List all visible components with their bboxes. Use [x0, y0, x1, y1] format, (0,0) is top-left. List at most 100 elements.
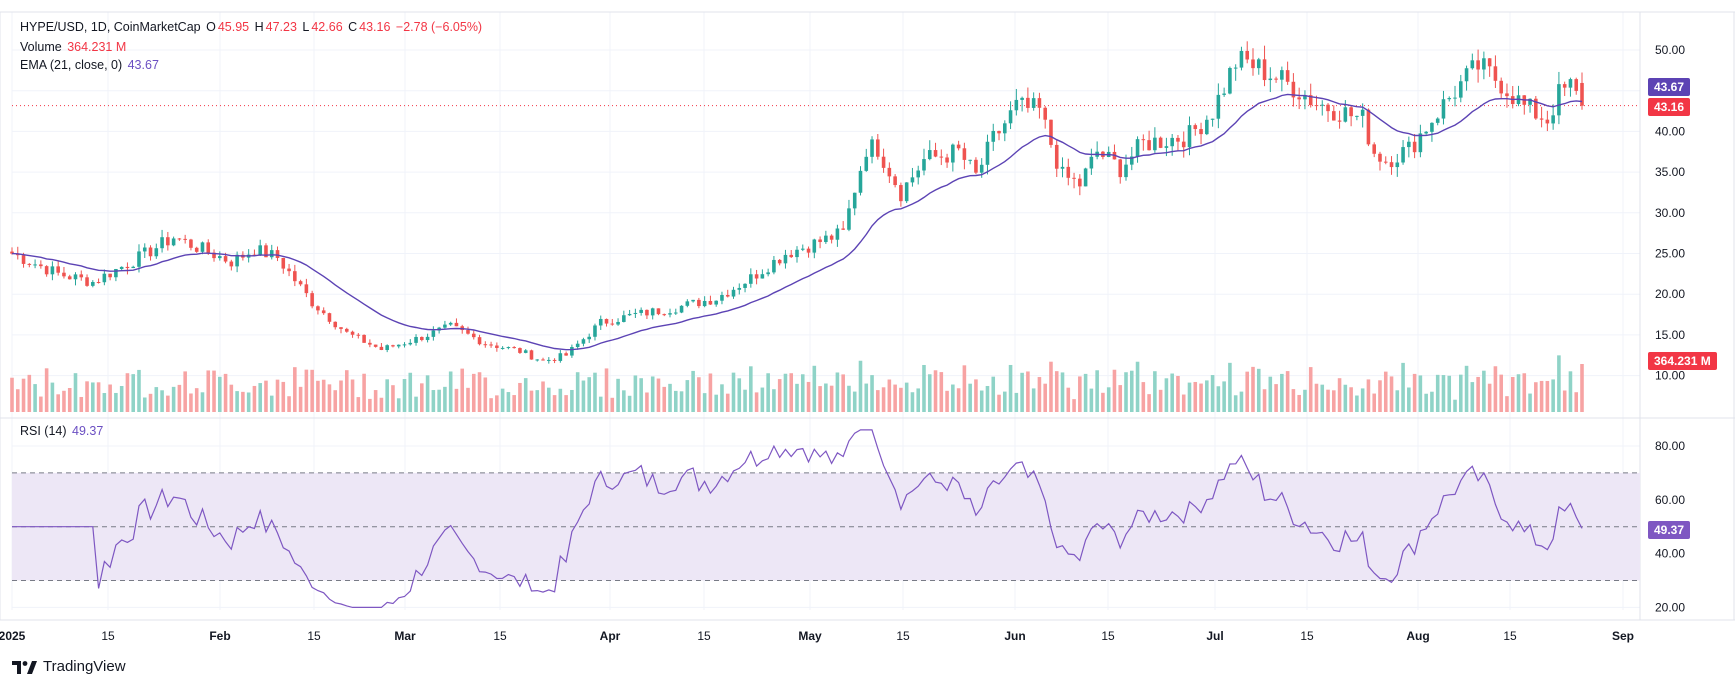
candle-body: [1037, 98, 1042, 108]
volume-bar: [1297, 394, 1301, 412]
volume-bar: [368, 398, 372, 412]
volume-bar: [1337, 378, 1342, 412]
volume-bar: [166, 395, 170, 412]
volume-bar: [1049, 361, 1053, 412]
candle-body: [1355, 115, 1359, 117]
candle-body: [293, 271, 297, 282]
candle-body: [887, 167, 892, 177]
candle-body: [1320, 104, 1325, 106]
candle-body: [945, 157, 949, 163]
candle-body: [552, 359, 557, 361]
candle-body: [749, 274, 753, 284]
volume-bar: [362, 373, 366, 412]
volume-bar: [1141, 382, 1146, 412]
candle-body: [148, 247, 153, 257]
candle-body: [483, 344, 488, 346]
candle-body: [939, 156, 944, 158]
volume-bar: [471, 373, 476, 412]
candle-body: [1008, 110, 1013, 124]
candle-body: [870, 139, 874, 157]
volume-bar: [697, 377, 701, 412]
price-tick-label: 40.00: [1655, 124, 1685, 138]
price-tick-label: 25.00: [1655, 247, 1685, 261]
volume-bar: [1280, 373, 1284, 412]
volume-bar: [223, 373, 228, 412]
candle-body: [1545, 119, 1550, 124]
candle-body: [96, 282, 101, 284]
volume-bar: [264, 380, 268, 412]
candle-body: [1343, 107, 1348, 122]
candle-body: [1239, 50, 1244, 68]
volume-bar: [922, 364, 926, 412]
volume-bar: [1395, 390, 1400, 412]
volume-bar: [1349, 387, 1353, 412]
candle-body: [402, 344, 407, 346]
time-tick-label: Mar: [394, 629, 416, 643]
axes: 50.0045.0040.0035.0030.0025.0020.0015.00…: [0, 43, 1685, 643]
volume-bar: [523, 378, 528, 412]
volume-bar: [44, 368, 49, 412]
candle-body: [1118, 159, 1123, 178]
volume-bar: [570, 389, 574, 412]
candle-body: [1014, 99, 1019, 111]
time-tick-label: Apr: [600, 629, 621, 643]
candle-body: [627, 313, 632, 316]
candle-body: [79, 274, 84, 278]
volume-bar: [1407, 387, 1411, 412]
volume-bar: [73, 373, 78, 412]
volume-bar: [997, 394, 1001, 412]
volume-bar: [1285, 371, 1290, 412]
volume-bar: [1251, 366, 1255, 412]
candle-body: [841, 228, 845, 230]
volume-bar: [864, 383, 869, 412]
volume-bar: [356, 397, 361, 412]
volume-bar: [1043, 383, 1047, 412]
volume-bar: [627, 395, 632, 412]
tradingview-logo[interactable]: TradingView: [12, 658, 126, 675]
candle-body: [1291, 81, 1296, 98]
open-value: 45.95: [217, 20, 250, 34]
volume-bar: [495, 395, 499, 412]
volume-bar: [1118, 385, 1123, 412]
candle-body: [1228, 67, 1232, 94]
volume-bar: [1216, 386, 1221, 412]
candle-body: [425, 336, 430, 341]
volume-bar: [21, 378, 26, 412]
volume-bar: [1291, 389, 1296, 412]
candle-body: [1280, 70, 1284, 80]
candle-body: [974, 159, 978, 173]
ema-label: EMA (21, close, 0): [20, 58, 123, 72]
volume-bar: [1153, 371, 1157, 412]
volume-bar: [114, 392, 118, 412]
volume-bar: [1187, 382, 1192, 412]
volume-bar: [962, 365, 967, 412]
volume-bar: [321, 379, 326, 412]
time-tick-label: 15: [1101, 629, 1115, 643]
rsi-tick-label: 60.00: [1655, 493, 1685, 507]
candle-body: [264, 245, 268, 258]
time-tick-label: 15: [896, 629, 910, 643]
candle-body: [731, 289, 736, 297]
volume-bar: [466, 387, 470, 412]
candle-body: [1349, 107, 1353, 117]
candle-body: [1470, 60, 1475, 69]
volume-bar: [876, 390, 880, 412]
volume-bar: [275, 379, 280, 412]
candle-body: [1441, 99, 1446, 119]
candle-body: [1383, 161, 1388, 163]
volume-bar: [1476, 376, 1480, 412]
candle-body: [835, 228, 840, 240]
volume-bar: [379, 397, 384, 412]
volume-bar: [668, 383, 672, 412]
price-tick-label: 10.00: [1655, 369, 1685, 383]
candle-body: [1233, 67, 1238, 69]
volume-bar: [564, 395, 568, 412]
volume-bar: [858, 360, 863, 412]
volume-bar: [1222, 381, 1226, 412]
candle-body: [85, 277, 89, 286]
time-tick-label: May: [798, 629, 822, 643]
candle-body: [1395, 162, 1400, 168]
volume-bar: [945, 390, 949, 412]
volume-bar: [385, 379, 389, 412]
